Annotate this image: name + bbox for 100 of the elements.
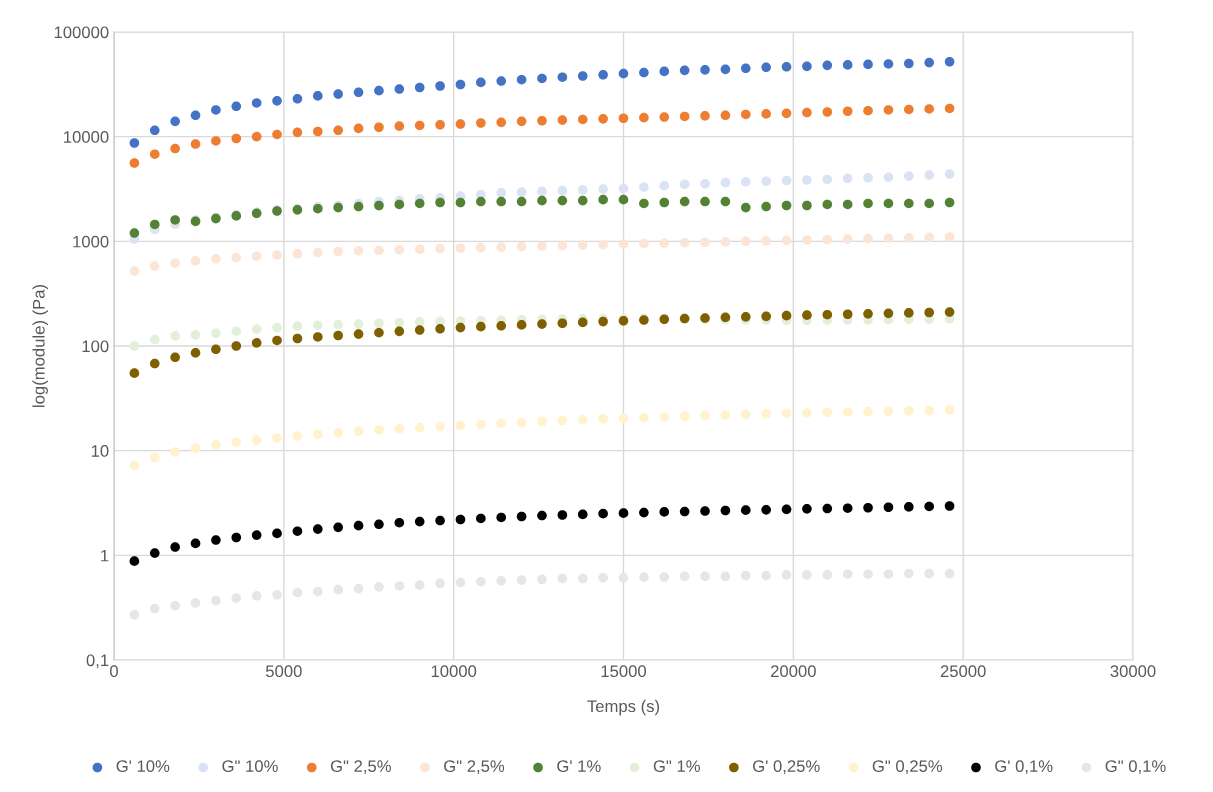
- point: [251, 131, 262, 142]
- point: [272, 322, 282, 333]
- point: [802, 107, 812, 118]
- point: [781, 175, 792, 186]
- point: [374, 327, 384, 338]
- legend-label: G' 0,1%: [995, 760, 1053, 774]
- point: [455, 577, 466, 588]
- point: [740, 109, 751, 120]
- point: [537, 574, 547, 585]
- point: [944, 501, 955, 511]
- y-tick-label: 1000: [73, 235, 109, 248]
- point: [842, 199, 853, 210]
- point: [170, 542, 180, 552]
- point: [129, 460, 140, 471]
- point: [272, 96, 282, 106]
- point: [557, 240, 568, 251]
- point: [904, 406, 914, 416]
- point: [659, 197, 670, 208]
- point: [170, 600, 180, 611]
- point: [149, 149, 160, 160]
- point: [781, 235, 792, 246]
- point: [476, 513, 486, 524]
- point: [761, 176, 771, 187]
- legend-label: G' 10%: [116, 760, 170, 773]
- point: [598, 572, 608, 583]
- point: [333, 246, 343, 257]
- point: [720, 196, 731, 207]
- point: [659, 412, 670, 422]
- point: [781, 62, 792, 72]
- point: [129, 556, 140, 566]
- point: [822, 570, 833, 580]
- point: [679, 196, 690, 207]
- point: [802, 407, 812, 418]
- point: [272, 129, 282, 140]
- point: [802, 504, 812, 514]
- point: [944, 568, 955, 579]
- point: [659, 180, 670, 191]
- point: [537, 241, 547, 251]
- point: [251, 324, 262, 334]
- point: [802, 200, 812, 211]
- point: [129, 266, 140, 276]
- point: [598, 414, 608, 424]
- legend-label: G" 2,5%: [444, 760, 505, 774]
- point: [211, 105, 221, 115]
- point: [883, 233, 894, 244]
- point: [211, 535, 221, 545]
- point: [516, 320, 527, 330]
- point: [598, 194, 608, 205]
- point: [904, 198, 914, 209]
- point: [190, 329, 201, 340]
- point: [231, 252, 242, 263]
- point: [761, 570, 771, 581]
- point: [374, 582, 384, 592]
- point: [272, 250, 282, 260]
- point: [292, 93, 303, 104]
- point: [700, 196, 710, 207]
- point: [924, 170, 935, 180]
- point: [822, 60, 833, 71]
- x-tick-label: 0: [110, 665, 118, 678]
- point: [374, 122, 384, 133]
- point: [761, 408, 771, 419]
- point: [496, 320, 507, 331]
- point: [842, 234, 853, 244]
- point: [129, 228, 140, 238]
- point: [639, 572, 649, 582]
- point: [455, 197, 466, 208]
- point: [822, 174, 833, 185]
- point: [496, 188, 507, 198]
- point: [537, 510, 547, 521]
- point: [251, 530, 262, 540]
- point: [781, 310, 792, 321]
- point: [455, 79, 466, 90]
- point: [353, 123, 364, 134]
- point: [374, 318, 384, 329]
- point: [476, 77, 486, 88]
- point: [577, 195, 588, 206]
- point: [149, 261, 160, 271]
- point: [904, 58, 914, 69]
- point: [659, 507, 670, 517]
- point: [802, 175, 812, 185]
- point: [516, 187, 527, 197]
- point: [659, 66, 670, 77]
- point: [557, 573, 568, 584]
- point: [577, 185, 588, 195]
- point: [516, 511, 527, 522]
- point: [149, 358, 160, 369]
- point: [618, 413, 629, 424]
- point: [312, 91, 323, 101]
- point: [516, 241, 527, 252]
- point: [516, 575, 527, 585]
- point: [842, 569, 853, 580]
- point: [781, 570, 792, 580]
- point: [455, 119, 466, 129]
- point: [883, 308, 894, 319]
- point: [496, 117, 507, 128]
- point: [353, 426, 364, 437]
- point: [781, 408, 792, 419]
- point: [822, 234, 833, 245]
- point: [557, 318, 568, 329]
- point: [149, 125, 160, 136]
